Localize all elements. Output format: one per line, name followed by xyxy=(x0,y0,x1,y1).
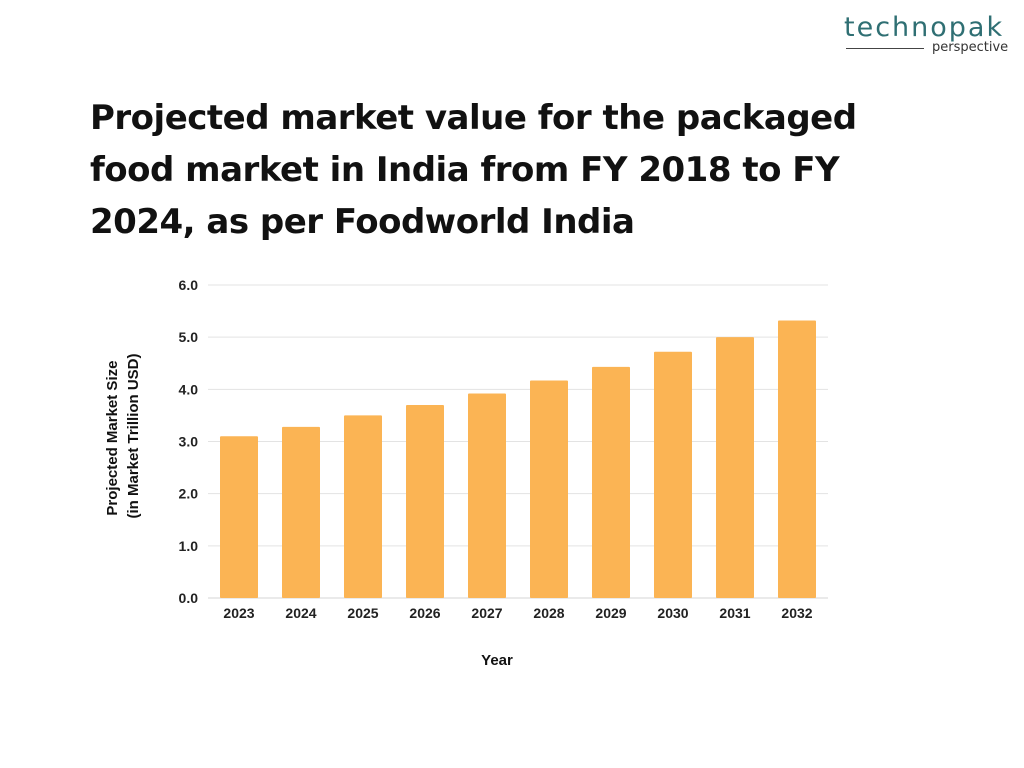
y-axis-title-line-2: (in Market Trillion USD) xyxy=(125,353,142,518)
x-tick-label: 2032 xyxy=(781,605,812,621)
bar-2031 xyxy=(716,337,754,598)
x-tick-label: 2028 xyxy=(533,605,564,621)
y-tick-label: 5.0 xyxy=(179,329,199,345)
bar-2029 xyxy=(592,366,630,598)
x-tick-label: 2027 xyxy=(471,605,502,621)
x-tick-label: 2026 xyxy=(409,605,440,621)
bar-2032 xyxy=(778,320,816,598)
logo-divider xyxy=(846,48,924,49)
bar-2030 xyxy=(654,351,692,598)
y-tick-labels: 0.0 1.0 2.0 3.0 4.0 5.0 6.0 xyxy=(179,277,199,606)
y-tick-label: 0.0 xyxy=(179,590,199,606)
bar-2023 xyxy=(220,436,258,598)
bar-2025 xyxy=(344,415,382,598)
y-tick-label: 2.0 xyxy=(179,486,199,502)
technopak-logo: technopak perspective xyxy=(840,12,1008,62)
x-tick-label: 2023 xyxy=(223,605,254,621)
logo-wordmark: technopak xyxy=(844,12,1005,43)
y-axis-title-line-1: Projected Market Size xyxy=(104,361,121,516)
x-tick-label: 2024 xyxy=(285,605,316,621)
x-tick-label: 2030 xyxy=(657,605,688,621)
x-tick-label: 2029 xyxy=(595,605,626,621)
bar-2028 xyxy=(530,380,568,598)
x-tick-labels: 2023 2024 2025 2026 2027 2028 2029 2030 2031 2032 xyxy=(223,605,812,621)
page-title: Projected market value for the packaged … xyxy=(90,98,857,242)
bar-2024 xyxy=(282,426,320,598)
bar-2027 xyxy=(468,393,506,598)
bar-2026 xyxy=(406,404,444,598)
y-tick-label: 1.0 xyxy=(179,538,199,554)
x-tick-label: 2031 xyxy=(719,605,750,621)
y-tick-label: 6.0 xyxy=(179,277,199,293)
bars-layer xyxy=(220,320,816,598)
x-axis-title: Year xyxy=(481,652,513,669)
y-tick-label: 3.0 xyxy=(179,434,199,450)
y-tick-label: 4.0 xyxy=(179,381,199,397)
y-axis-title: Projected Market Size (in Market Trillio… xyxy=(104,353,142,518)
logo-tagline: perspective xyxy=(932,40,1009,55)
x-tick-label: 2025 xyxy=(347,605,378,621)
